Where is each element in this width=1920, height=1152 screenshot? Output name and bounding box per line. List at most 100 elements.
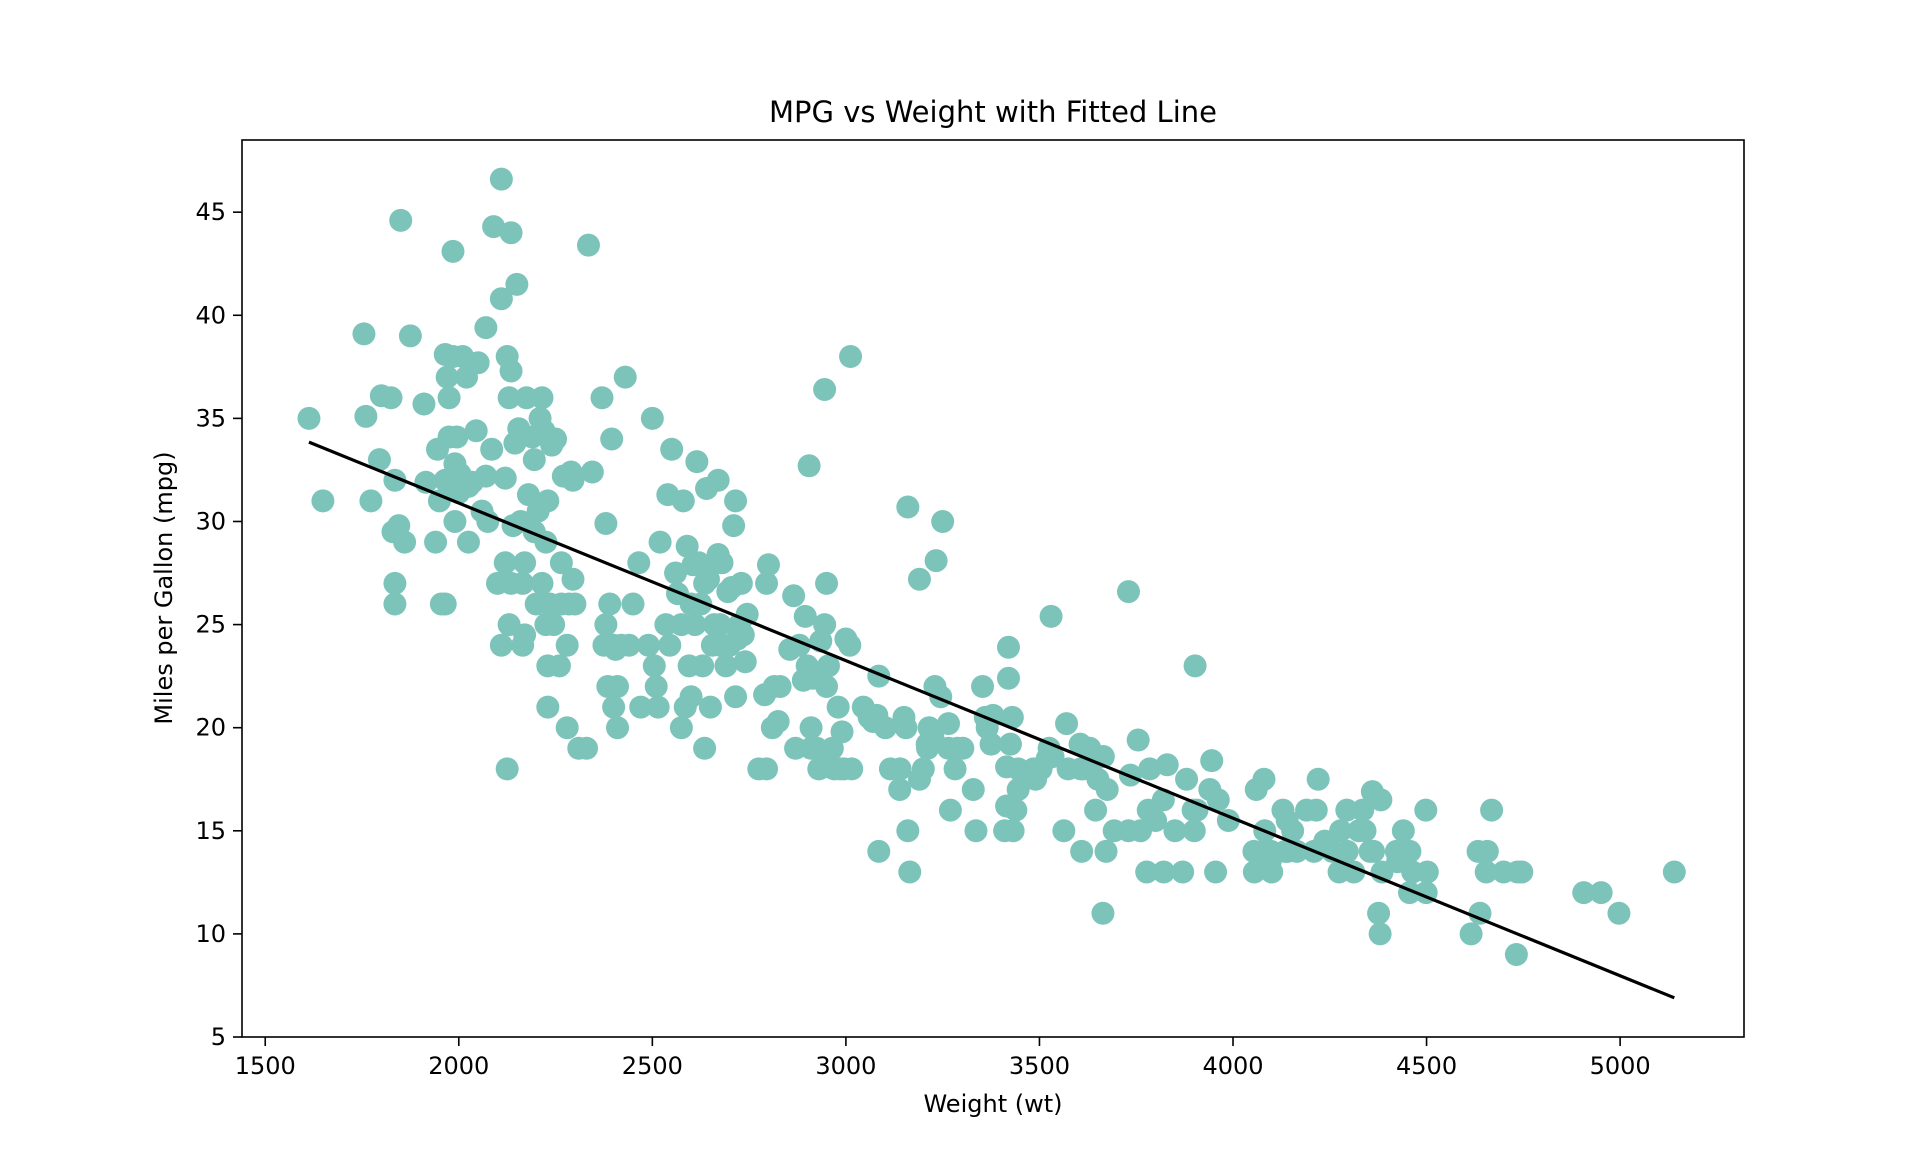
data-point: [621, 592, 645, 616]
data-point: [675, 534, 699, 558]
data-point: [873, 716, 897, 740]
data-point: [698, 695, 722, 719]
data-point: [482, 215, 506, 239]
y-tick-label: 15: [195, 817, 226, 845]
y-tick-label: 20: [195, 714, 226, 742]
x-axis-label: Weight (wt): [923, 1090, 1062, 1118]
data-point: [755, 571, 779, 595]
data-point: [606, 674, 629, 698]
data-point: [943, 757, 967, 781]
data-point: [1368, 922, 1392, 946]
data-point: [474, 464, 498, 488]
data-point: [575, 736, 599, 760]
data-point: [456, 530, 480, 554]
data-point: [499, 221, 523, 245]
data-point: [435, 365, 459, 389]
data-point: [708, 613, 732, 637]
data-point: [1607, 901, 1631, 925]
data-point: [1589, 881, 1613, 905]
data-point: [594, 512, 618, 536]
data-point: [838, 633, 862, 657]
data-point: [1171, 860, 1195, 884]
data-point: [731, 623, 755, 647]
data-point: [1055, 712, 1079, 736]
data-point: [513, 623, 537, 647]
x-tick-label: 3500: [1009, 1052, 1070, 1080]
data-point: [1510, 860, 1534, 884]
data-point: [951, 736, 975, 760]
data-point: [505, 272, 529, 296]
data-point: [907, 567, 931, 591]
y-axis-label: Miles per Gallon (mpg): [150, 451, 178, 724]
data-point: [671, 489, 695, 513]
data-point: [1206, 788, 1230, 812]
data-point: [497, 386, 521, 410]
y-tick-label: 40: [195, 301, 226, 329]
data-point: [1052, 819, 1076, 843]
x-tick-label: 1500: [235, 1052, 296, 1080]
y-tick-label: 5: [211, 1023, 226, 1051]
data-point: [1353, 819, 1377, 843]
data-point: [648, 530, 672, 554]
data-point: [1039, 604, 1063, 628]
data-point: [1094, 839, 1118, 863]
data-point: [1398, 839, 1422, 863]
data-point: [1084, 798, 1108, 822]
data-point: [1163, 819, 1187, 843]
y-tick-label: 25: [195, 611, 226, 639]
data-point: [839, 345, 863, 369]
data-point: [297, 406, 321, 430]
data-point: [729, 571, 753, 595]
data-point: [826, 695, 850, 719]
data-point: [544, 427, 568, 451]
data-point: [561, 468, 585, 492]
data-point: [1126, 728, 1150, 752]
data-point: [911, 757, 935, 781]
data-point: [1000, 705, 1024, 729]
y-tick-label: 45: [195, 198, 226, 226]
data-point: [815, 571, 839, 595]
data-point: [311, 489, 335, 513]
data-point: [782, 584, 806, 608]
data-point: [466, 351, 490, 375]
data-point: [629, 695, 653, 719]
y-tick-label: 35: [195, 404, 226, 432]
data-point: [530, 571, 554, 595]
data-point: [1459, 922, 1483, 946]
data-point: [693, 736, 717, 760]
data-point: [627, 551, 651, 575]
data-point: [489, 287, 513, 311]
fitted-line: [308, 440, 1675, 1000]
data-point: [793, 604, 817, 628]
data-point: [1155, 753, 1179, 777]
data-point: [555, 633, 579, 657]
data-point: [714, 654, 738, 678]
data-point: [1175, 767, 1199, 791]
fit-line-layer: [308, 440, 1675, 1000]
data-point: [495, 757, 519, 781]
data-point: [606, 716, 629, 740]
data-point: [706, 468, 730, 492]
data-point: [1252, 767, 1276, 791]
data-point: [683, 613, 707, 637]
data-point: [867, 839, 891, 863]
data-point: [499, 359, 523, 383]
data-point: [1182, 819, 1206, 843]
data-point: [489, 633, 513, 657]
data-point: [441, 239, 465, 263]
data-point: [530, 386, 554, 410]
plot-frame: [241, 139, 1745, 1038]
data-point: [580, 460, 604, 484]
data-point: [594, 613, 618, 637]
data-point: [998, 732, 1022, 756]
data-point: [617, 633, 641, 657]
data-point: [710, 551, 734, 575]
data-point: [898, 860, 922, 884]
data-point: [437, 386, 461, 410]
data-point: [1335, 798, 1359, 822]
data-point: [768, 674, 792, 698]
data-point: [1144, 808, 1168, 832]
data-point: [660, 437, 684, 461]
